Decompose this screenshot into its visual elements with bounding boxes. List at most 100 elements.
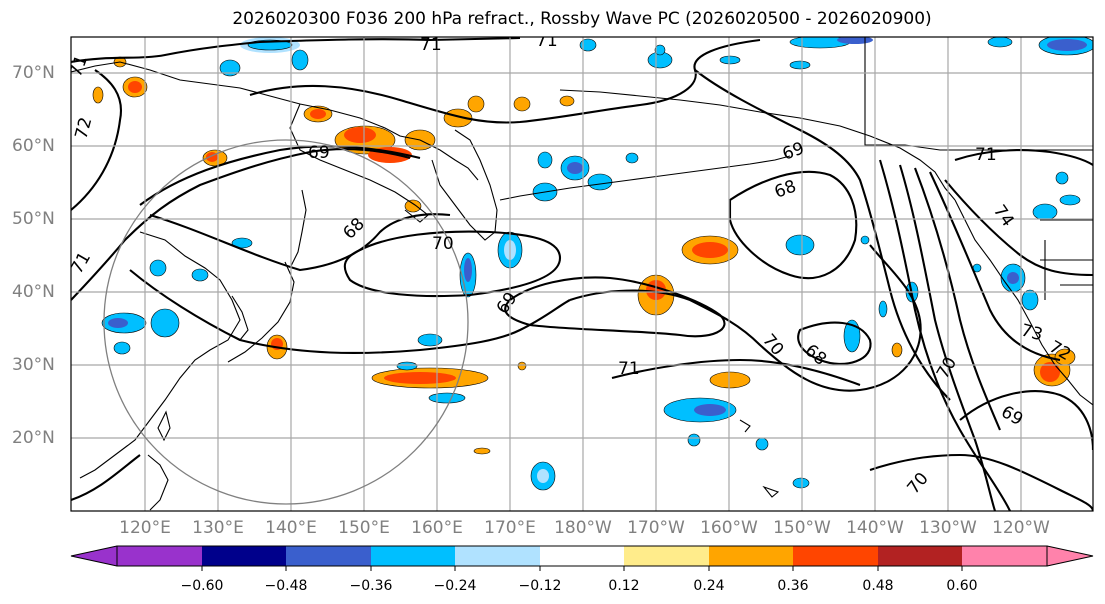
anomaly-shade: [1047, 39, 1087, 51]
colorbar-segment: [117, 546, 202, 566]
contour-71-east-a: [898, 164, 997, 511]
region-circle: [103, 139, 469, 505]
anomaly-shade: [843, 319, 861, 353]
coastline-aleutians: [499, 155, 791, 201]
colorbar-segment: [709, 546, 793, 566]
lat-label: 20°N: [12, 428, 55, 448]
colorbar-tick-label: 0.24: [693, 578, 724, 594]
anomaly-shade: [150, 308, 180, 338]
colorbar-tick-labels: −0.60 −0.48 −0.36 −0.24 −0.12 0.12 0.24 …: [181, 578, 978, 594]
colorbar-extend-high: [1047, 546, 1093, 566]
contour-label: 71: [66, 53, 92, 80]
anomaly-shade: [709, 371, 751, 389]
anomaly-shade: [128, 81, 142, 93]
anomaly-shade: [692, 242, 728, 258]
anomaly-shade: [231, 237, 253, 249]
contour-71-south: [71, 454, 141, 501]
lon-label: 130°E: [192, 518, 244, 538]
anomaly-shade: [113, 341, 131, 355]
anomaly-shade: [719, 55, 741, 65]
contour-72-west: [71, 69, 123, 211]
colorbar-tick-label: 0.48: [862, 578, 893, 594]
lon-label: 140°W: [846, 518, 904, 538]
colorbar-tick-label: −0.12: [519, 578, 562, 594]
anomaly-shade: [310, 109, 326, 119]
lon-label: 170°W: [627, 518, 685, 538]
coastline-okhotsk: [289, 103, 429, 223]
anomaly-shade: [291, 49, 309, 71]
lon-label: 150°E: [338, 518, 390, 538]
contour-70-south: [869, 453, 1093, 511]
anomaly-shade: [417, 333, 443, 347]
anomaly-shade: [891, 342, 903, 358]
anomaly-shade: [579, 38, 597, 52]
colorbar: −0.60 −0.48 −0.36 −0.24 −0.12 0.12 0.24 …: [70, 545, 1094, 594]
anomaly-shade: [587, 173, 613, 191]
coastline-hawaii: [739, 419, 780, 498]
anomaly-shade: [789, 60, 811, 70]
colorbar-extend-low: [71, 546, 117, 566]
colorbar-segment: [286, 546, 371, 566]
coastline-japan: [227, 261, 295, 363]
anomaly-shade: [687, 433, 701, 447]
contour-71-northwest: [71, 37, 521, 64]
contour-label: 69: [308, 143, 330, 163]
anomaly-shade: [878, 300, 888, 318]
contour-label: 71: [420, 35, 442, 55]
colorbar-segment: [878, 546, 962, 566]
anomaly-shade: [1007, 272, 1019, 284]
lon-label: 140°E: [265, 518, 317, 538]
anomaly-shade: [837, 37, 873, 44]
colorbar-tick-label: −0.24: [434, 578, 477, 594]
lat-label: 40°N: [12, 282, 55, 302]
contour-label: 71: [536, 31, 558, 51]
contour-68-east: [728, 170, 858, 280]
colorbar-ticks: [201, 566, 963, 571]
coastline-us-states: [1040, 219, 1093, 300]
lon-label: 120°E: [119, 518, 171, 538]
coastline-korea-china: [79, 231, 241, 479]
anomaly-shade: [537, 151, 553, 169]
contour-label: 71: [618, 359, 640, 379]
anomaly-shade: [384, 372, 456, 384]
contour-69-southeast: [959, 390, 1093, 451]
anomaly-shade: [1040, 362, 1060, 382]
lon-label: 120°W: [992, 518, 1050, 538]
colorbar-segment: [624, 546, 709, 566]
anomaly-shade: [559, 95, 575, 107]
anomaly-shade: [396, 361, 418, 371]
colorbar-segments: [117, 546, 1047, 566]
anomaly-shade: [404, 199, 422, 213]
anomaly-shade: [219, 59, 241, 77]
coastline-canada-border: [864, 37, 1093, 151]
anomaly-shade: [860, 235, 870, 245]
anomaly-shade: [513, 96, 531, 112]
anomaly-shade: [344, 127, 376, 143]
anomaly-shade: [785, 234, 815, 256]
contour-70-closed: [343, 230, 562, 298]
contour-70-pacific: [129, 269, 571, 355]
lon-label: 170°E: [484, 518, 536, 538]
longitude-labels: 120°E 130°E 140°E 150°E 160°E 170°E 180°…: [119, 518, 1050, 538]
anomaly-shade: [654, 44, 666, 56]
colorbar-tick-label: −0.60: [181, 578, 224, 594]
colorbar-segment: [202, 546, 286, 566]
colorbar-tick-label: 0.12: [608, 578, 639, 594]
contour-69-west: [139, 145, 421, 206]
contour-71-central: [611, 358, 861, 386]
rossby-wave-pc-shading: [92, 37, 1093, 491]
anomaly-shade: [473, 447, 491, 455]
contour-71-east-b: [954, 149, 1093, 166]
colorbar-tick-label: −0.48: [265, 578, 308, 594]
anomaly-shade: [467, 95, 485, 113]
anomaly-shade: [987, 37, 1013, 48]
coastline-philippines: [147, 454, 169, 511]
lat-label: 30°N: [12, 355, 55, 375]
anomaly-shade: [92, 86, 104, 104]
colorbar-segment: [540, 546, 624, 566]
map-title: 2026020300 F036 200 hPa refract., Rossby…: [232, 9, 932, 29]
anomaly-shade: [1059, 194, 1081, 206]
contour-72-east: [914, 167, 1001, 431]
anomaly-shade: [149, 259, 167, 277]
anomaly-shade: [464, 258, 472, 282]
